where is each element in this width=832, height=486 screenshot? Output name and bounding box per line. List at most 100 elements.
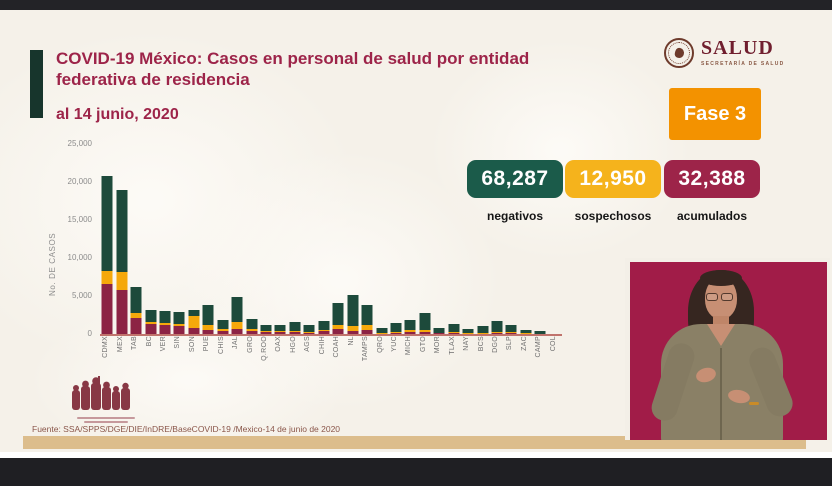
x-tick-label: CHIH [318,336,326,355]
bar-segment-acumulados [173,326,185,336]
bar-segment-sospechosos [491,331,503,334]
bar-column: COAH [331,144,345,384]
bar-segment-acumulados [246,330,258,336]
bar-segment-sospechosos [477,333,489,335]
slide-date-subtitle: al 14 junio, 2020 [56,106,179,123]
bar-segment-negativos [217,320,229,330]
bar-stack-SIN [173,311,185,336]
presentation-slide: COVID-19 México: Casos en personal de sa… [0,10,832,452]
bar-segment-negativos [419,313,431,330]
bar-segment-negativos [390,323,402,332]
bar-stack-TAB [130,287,142,336]
x-tick-label: CHIS [217,336,225,354]
x-tick-label: JAL [232,336,240,349]
bar-stack-TAMPS [361,304,373,336]
bar-segment-negativos [347,294,359,327]
bar-segment-sospechosos [505,331,517,333]
bar-segment-negativos [534,331,546,334]
salud-logo: SALUD SECRETARÍA DE SALUD [664,38,785,68]
bar-segment-sospechosos [202,325,214,330]
bar-segment-negativos [361,304,373,326]
x-tick-label: COL [549,336,557,352]
bottom-letterbox-bar [0,458,832,486]
bar-column: PUE [201,144,215,384]
bar-column: GTO [418,144,432,384]
x-tick-label: SON [188,336,196,353]
bottom-tan-bar [23,436,806,449]
bar-segment-sospechosos [274,331,286,333]
x-tick-label: YUC [390,336,398,352]
bar-segment-negativos [376,327,388,333]
bar-segment-negativos [505,325,517,332]
bar-segment-sospechosos [159,322,171,325]
bar-column: DGO [490,144,504,384]
stat-label: sospechosos [574,209,652,223]
bar-segment-sospechosos [520,333,532,335]
x-tick-label: SIN [174,336,182,349]
x-tick-label: BC [145,336,153,347]
bar-column: BCS [475,144,489,384]
bar-segment-negativos [404,320,416,331]
x-tick-label: HGO [289,336,297,353]
bar-segment-acumulados [404,331,416,336]
bar-segment-negativos [101,176,113,272]
bar-segment-sospechosos [217,329,229,331]
bar-segment-sospechosos [130,313,142,318]
x-tick-label: DGO [492,336,500,353]
bar-segment-negativos [246,319,258,330]
bar-segment-negativos [188,310,200,317]
bar-segment-negativos [289,321,301,331]
bar-segment-sospechosos [462,332,474,334]
interpreter-glasses [706,293,733,301]
bar-segment-acumulados [188,327,200,336]
bar-stack-GRO [246,319,258,336]
bar-column: CHIS [216,144,230,384]
bar-stack-CHIS [217,320,229,336]
x-tick-label: TAB [131,336,139,350]
bar-column: OAX [273,144,287,384]
bar-segment-negativos [145,310,157,322]
bar-segment-sospechosos [246,329,258,331]
x-tick-label: ZAC [520,336,528,351]
bar-stack-BC [145,310,157,336]
bar-segment-sospechosos [433,332,445,334]
bar-segment-sospechosos [318,329,330,332]
bar-stack-JAL [231,297,243,336]
bar-segment-negativos [332,303,344,326]
slide-title: COVID-19 México: Casos en personal de sa… [56,49,530,90]
bar-segment-acumulados [217,330,229,336]
bar-segment-acumulados [159,324,171,336]
bar-column: Q.ROO [259,144,273,384]
y-tick-label: 15,000 [67,215,92,224]
salud-logo-text: SALUD [701,37,774,59]
y-tick-label: 25,000 [67,139,92,148]
bar-segment-negativos [159,310,171,323]
bar-segment-sospechosos [332,325,344,330]
x-axis-line [100,334,562,336]
bar-column: QRO [374,144,388,384]
bar-stack-NL [347,294,359,336]
bar-segment-acumulados [347,331,359,336]
stat-acumulados: 32,388 acumulados [664,160,760,223]
x-tick-label: GRO [246,336,254,353]
y-ticks: 25,000 20,000 15,000 10,000 5,000 0 [30,139,92,338]
bar-stack-MEX [116,190,128,336]
x-tick-label: NL [347,336,355,346]
bar-segment-negativos [520,329,532,334]
bar-segment-sospechosos [376,332,388,334]
x-tick-label: MEX [116,336,124,353]
stacked-bar-chart: No. DE CASOS 25,000 20,000 15,000 10,000 5,0… [30,139,570,394]
bar-segment-acumulados [145,323,157,336]
bar-segment-negativos [318,320,330,330]
bar-stack-VER [159,310,171,336]
stat-label: acumulados [676,209,748,223]
salud-logo-subtext: SECRETARÍA DE SALUD [701,61,785,67]
bar-column: HGO [288,144,302,384]
bar-column: SLP [504,144,518,384]
x-tick-label: AGS [304,336,312,352]
bar-column: TAMPS [360,144,374,384]
bar-segment-negativos [173,311,185,325]
bar-segment-acumulados [361,329,373,336]
top-letterbox-bar [0,0,832,10]
bar-segment-acumulados [318,331,330,336]
